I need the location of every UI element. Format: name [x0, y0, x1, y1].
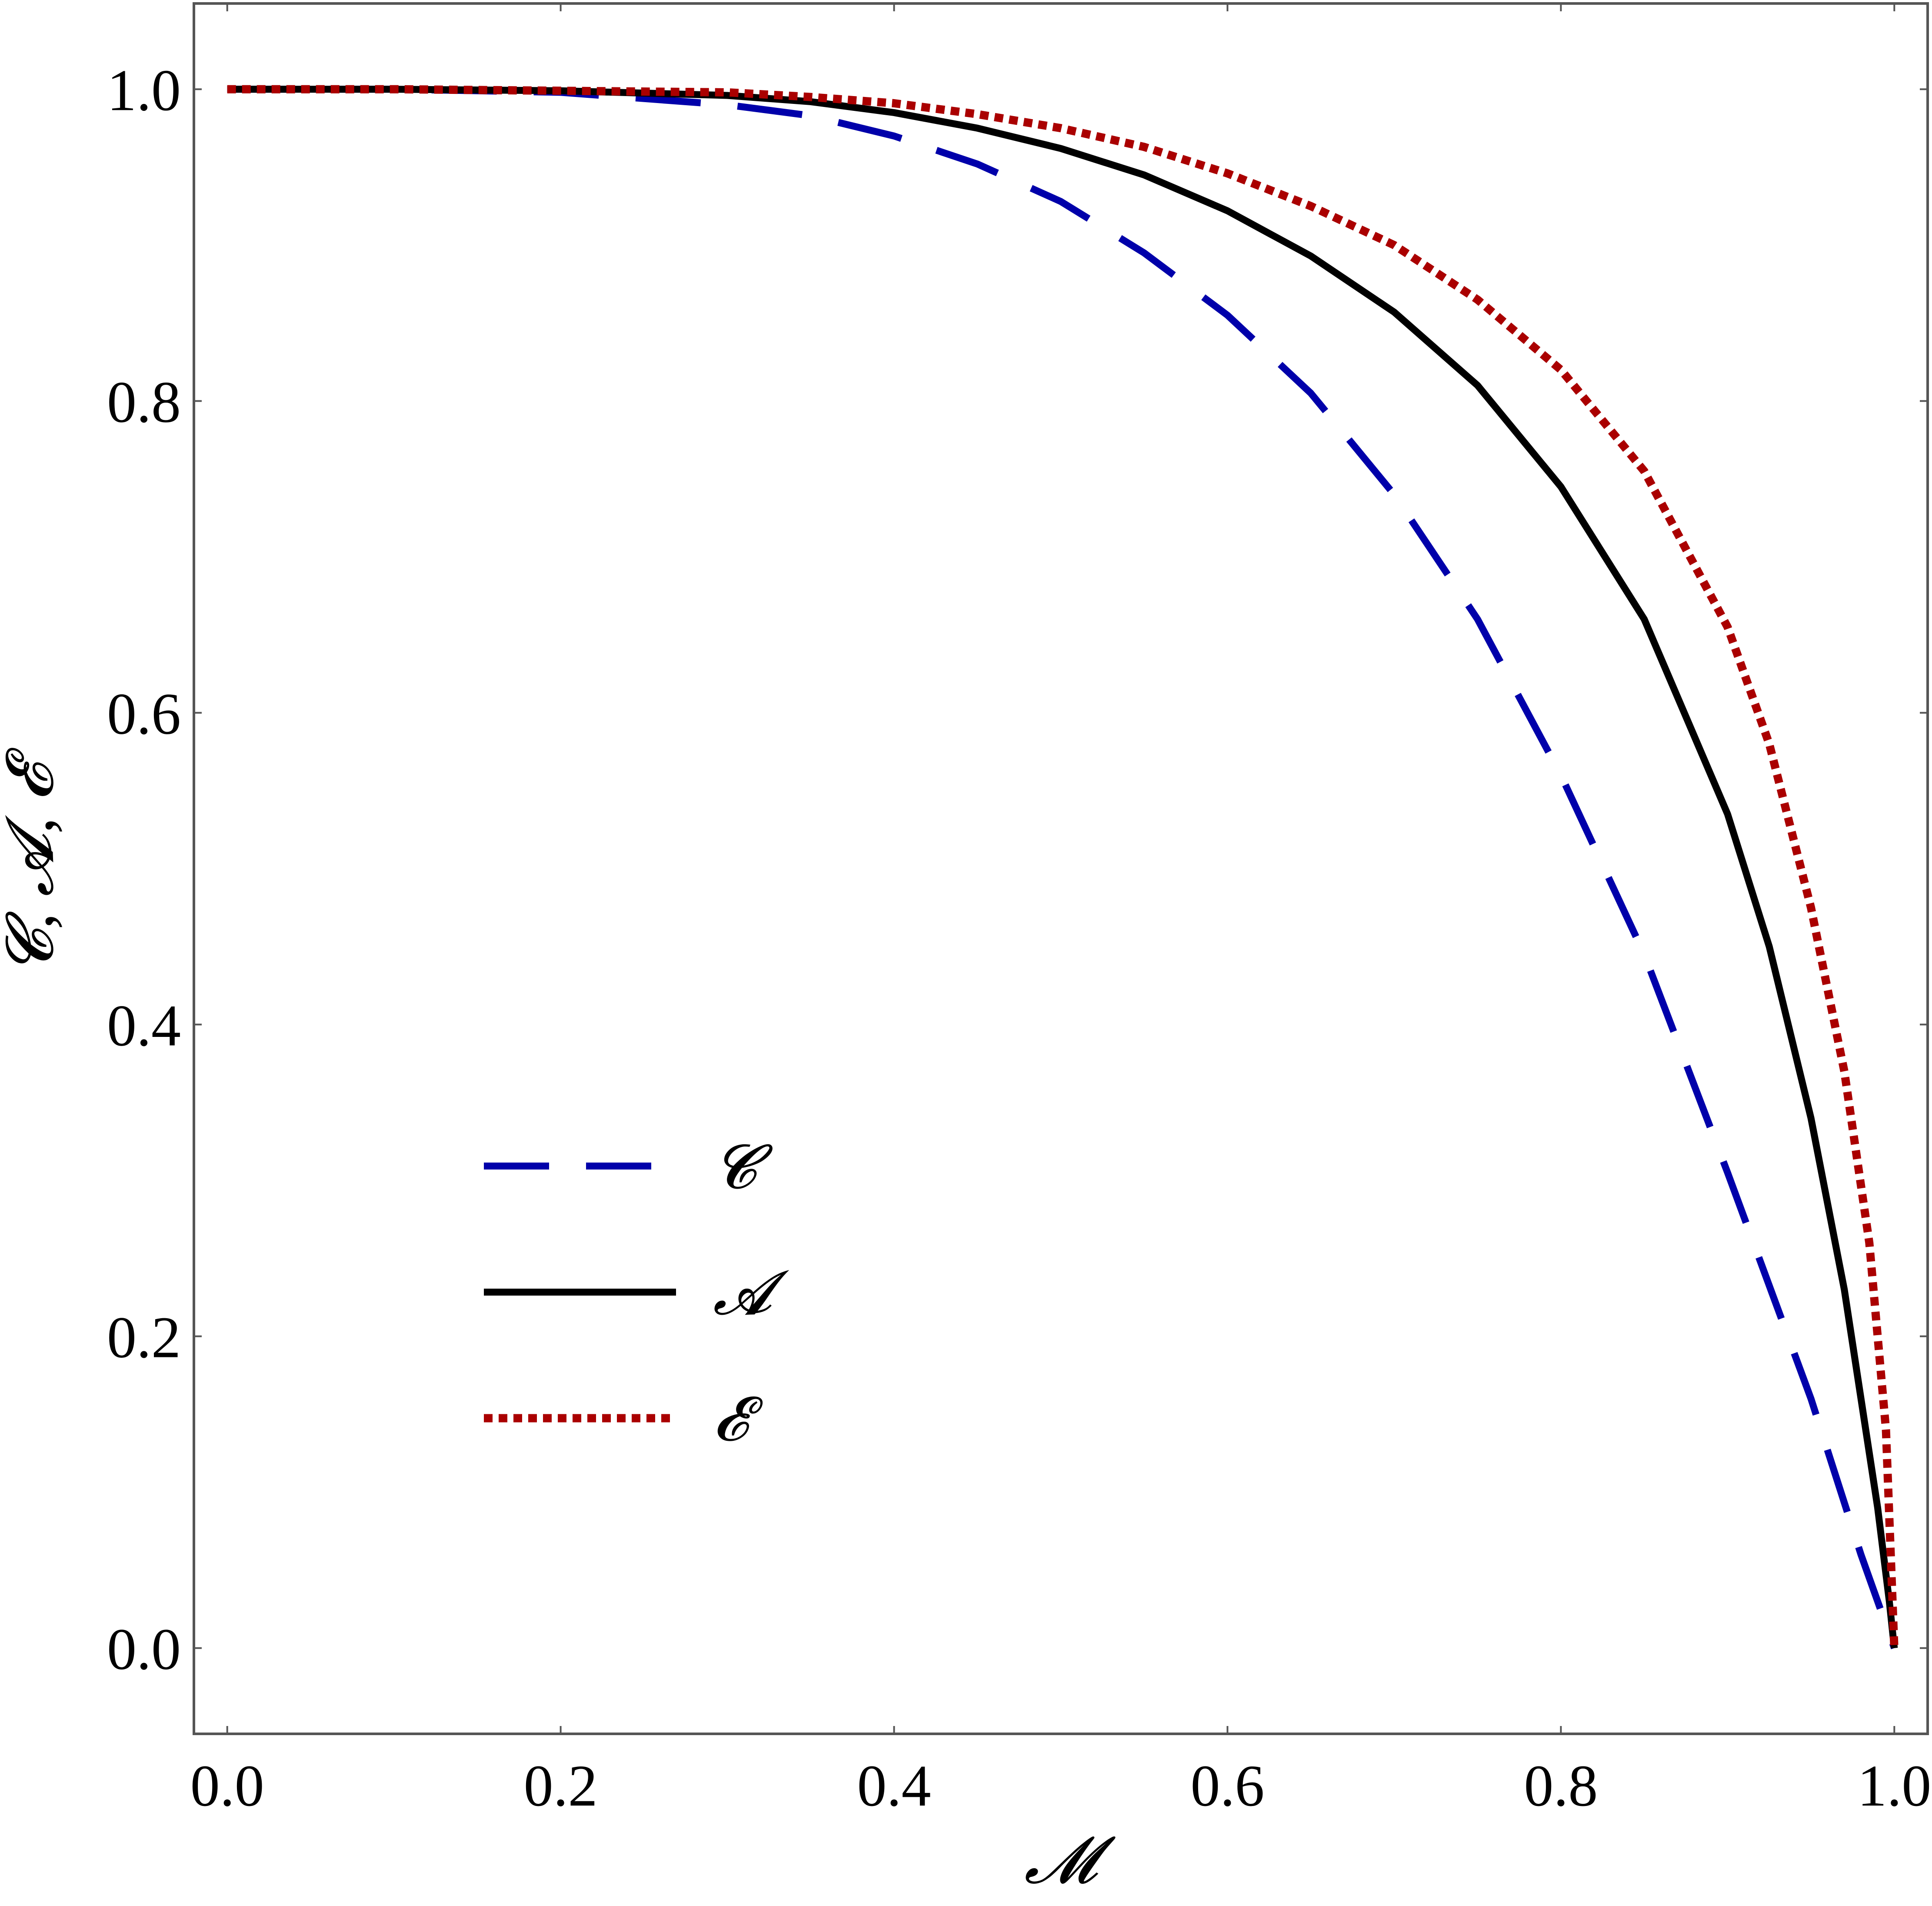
x-tick-label: 0.4: [857, 1753, 931, 1819]
y-axis-title: 𝓒, 𝓐, 𝓔: [0, 746, 67, 975]
plot-frame: [193, 2, 1929, 1735]
y-tick-label: 0.0: [107, 1617, 181, 1682]
x-tick-label: 0.8: [1524, 1753, 1598, 1819]
y-tick-label: 0.4: [107, 993, 181, 1059]
series-line-1: [227, 86, 1898, 1649]
series-layer: [227, 85, 1899, 1649]
series-line-3: [227, 85, 1899, 1649]
x-tick-label: 1.0: [1857, 1753, 1931, 1819]
y-tick-label: 0.2: [107, 1305, 181, 1370]
y-tick-label: 1.0: [107, 58, 181, 123]
x-tick-label: 0.0: [190, 1753, 264, 1819]
series-line-2: [227, 86, 1898, 1649]
x-tick-label: 0.6: [1190, 1753, 1264, 1819]
x-tick-label: 0.2: [524, 1753, 598, 1819]
y-tick-label: 0.8: [107, 370, 181, 435]
tick-layer: 0.0 0.2 0.4 0.6 0.8 1.0 0.0 0.2 0.4 0.6 0.8 1.0: [107, 3, 1931, 1819]
y-tick-label: 0.6: [107, 681, 181, 746]
